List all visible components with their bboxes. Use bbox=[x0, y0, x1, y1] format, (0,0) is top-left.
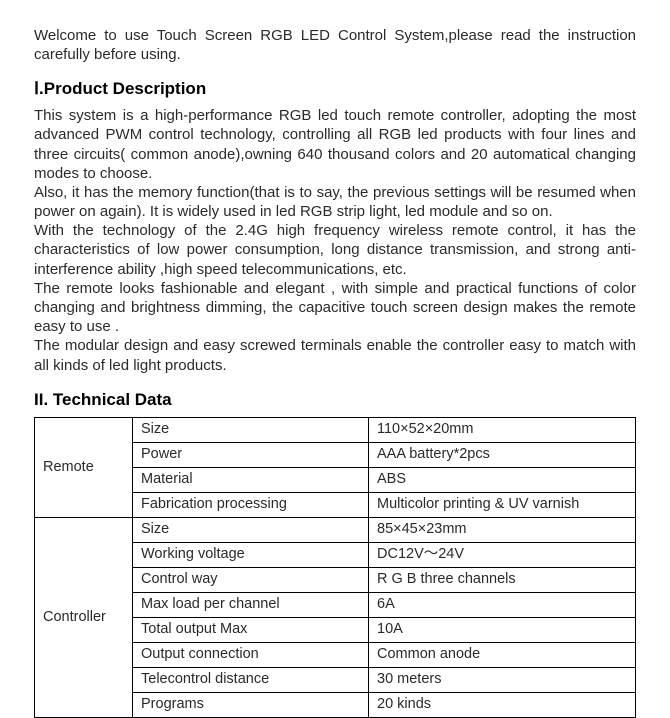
spec-value: R G B three channels bbox=[369, 567, 636, 592]
spec-value: 20 kinds bbox=[369, 692, 636, 717]
spec-name: Size bbox=[133, 417, 369, 442]
group-label-controller: Controller bbox=[35, 517, 133, 717]
spec-name: Total output Max bbox=[133, 617, 369, 642]
spec-name: Material bbox=[133, 467, 369, 492]
desc-para-4: The remote looks fashionable and elegant… bbox=[34, 279, 636, 337]
spec-value: 110×52×20mm bbox=[369, 417, 636, 442]
spec-name: Telecontrol distance bbox=[133, 667, 369, 692]
spec-name: Working voltage bbox=[133, 542, 369, 567]
spec-value: Common anode bbox=[369, 642, 636, 667]
spec-name: Programs bbox=[133, 692, 369, 717]
spec-value: 6A bbox=[369, 592, 636, 617]
spec-value: 85×45×23mm bbox=[369, 517, 636, 542]
section-1-heading: Ⅰ.Product Description bbox=[34, 78, 636, 100]
section-2-heading: II. Technical Data bbox=[34, 389, 636, 411]
intro-text: Welcome to use Touch Screen RGB LED Cont… bbox=[34, 26, 636, 64]
technical-data-table: Remote Size 110×52×20mm Power AAA batter… bbox=[34, 417, 636, 718]
table-row: Remote Size 110×52×20mm bbox=[35, 417, 636, 442]
group-label-remote: Remote bbox=[35, 417, 133, 517]
spec-value: ABS bbox=[369, 467, 636, 492]
desc-para-1: This system is a high-performance RGB le… bbox=[34, 106, 636, 183]
spec-value: AAA battery*2pcs bbox=[369, 442, 636, 467]
desc-para-5: The modular design and easy screwed term… bbox=[34, 336, 636, 374]
spec-name: Output connection bbox=[133, 642, 369, 667]
spec-name: Power bbox=[133, 442, 369, 467]
spec-name: Max load per channel bbox=[133, 592, 369, 617]
spec-name: Size bbox=[133, 517, 369, 542]
desc-para-2: Also, it has the memory function(that is… bbox=[34, 183, 636, 221]
spec-value: 10A bbox=[369, 617, 636, 642]
spec-value: DC12V～24V bbox=[369, 542, 636, 567]
desc-para-3: With the technology of the 2.4G high fre… bbox=[34, 221, 636, 279]
spec-name: Control way bbox=[133, 567, 369, 592]
spec-name: Fabrication processing bbox=[133, 492, 369, 517]
table-row: Controller Size 85×45×23mm bbox=[35, 517, 636, 542]
product-description: This system is a high-performance RGB le… bbox=[34, 106, 636, 375]
spec-value: 30 meters bbox=[369, 667, 636, 692]
spec-value: Multicolor printing & UV varnish bbox=[369, 492, 636, 517]
